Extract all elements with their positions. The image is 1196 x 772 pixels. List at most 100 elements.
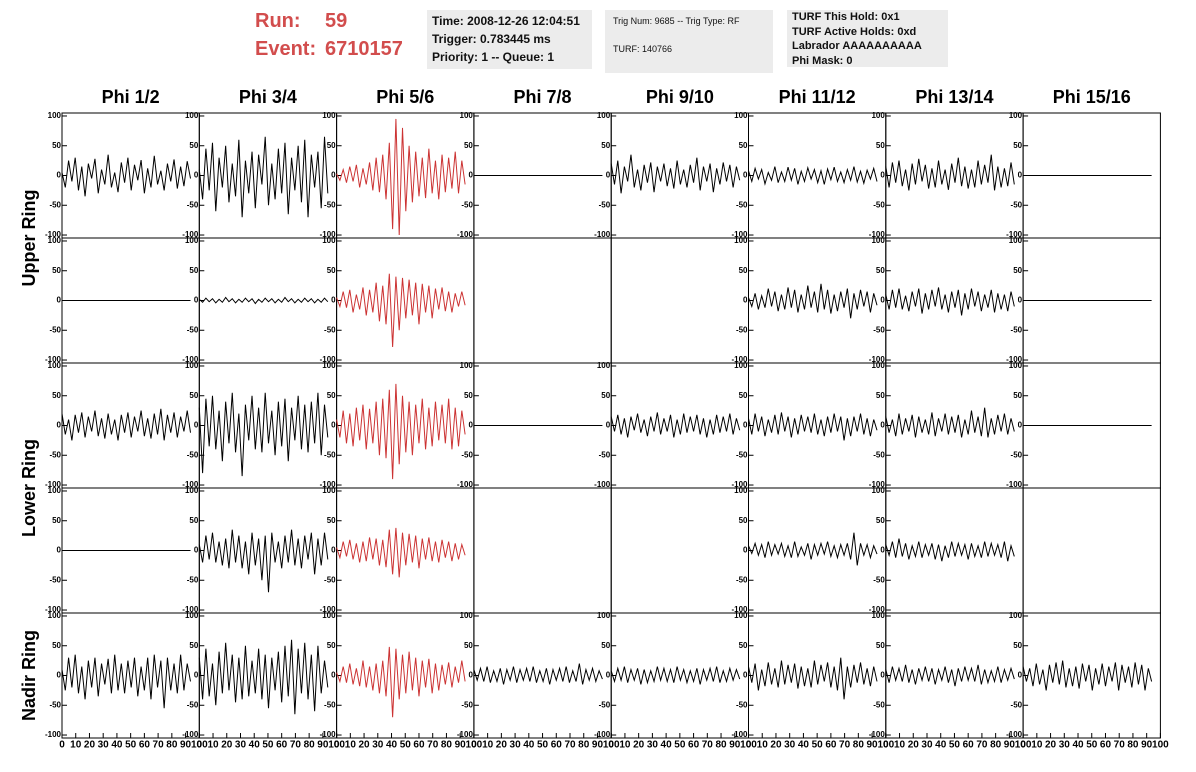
y-tick-label: -50 bbox=[873, 200, 885, 209]
y-tick-label: 100 bbox=[871, 236, 885, 245]
turf-active: TURF Active Holds: 0xd bbox=[792, 25, 917, 38]
x-tick-label: 0 bbox=[471, 740, 477, 751]
x-tick-label: 90 bbox=[455, 740, 467, 751]
y-tick-label: 100 bbox=[1009, 361, 1023, 370]
y-tick-label: 100 bbox=[597, 361, 611, 370]
x-tick-label: 80 bbox=[715, 740, 727, 751]
y-tick-label: 0 bbox=[743, 546, 748, 555]
x-tick-label: 100 bbox=[191, 740, 208, 751]
y-tick-label: 50 bbox=[876, 266, 885, 275]
x-tick-label: 50 bbox=[125, 740, 137, 751]
panel-frame bbox=[610, 237, 750, 364]
x-tick-label: 40 bbox=[111, 740, 123, 751]
y-tick-label: -50 bbox=[461, 700, 473, 709]
y-tick-label: -50 bbox=[873, 325, 885, 334]
x-tick-label: 60 bbox=[1100, 740, 1112, 751]
x-tick-label: 80 bbox=[853, 740, 865, 751]
y-tick-label: -100 bbox=[731, 230, 748, 239]
y-tick-label: 0 bbox=[606, 671, 611, 680]
y-tick-label: 50 bbox=[327, 266, 336, 275]
y-tick-label: 0 bbox=[331, 671, 336, 680]
y-tick-label: -100 bbox=[320, 230, 337, 239]
y-tick-label: -50 bbox=[324, 325, 336, 334]
y-tick-label: -50 bbox=[736, 700, 748, 709]
run-label: Run: bbox=[255, 10, 301, 32]
y-tick-label: 50 bbox=[739, 641, 748, 650]
panel-frame bbox=[336, 362, 475, 489]
turf: TURF: 140766 bbox=[613, 44, 673, 54]
y-tick-label: -50 bbox=[49, 450, 61, 459]
y-tick-label: 100 bbox=[460, 361, 474, 370]
y-tick-label: 0 bbox=[331, 171, 336, 180]
trig-box: Trig Num: 9685 -- Trig Type: RF TURF: 14… bbox=[605, 10, 773, 73]
waveform bbox=[198, 639, 329, 715]
y-tick-label: 50 bbox=[327, 141, 336, 150]
y-tick-label: -100 bbox=[1006, 355, 1023, 364]
x-tick-label: 70 bbox=[1114, 740, 1126, 751]
y-tick-label: 50 bbox=[739, 141, 748, 150]
y-tick-label: 0 bbox=[743, 421, 748, 430]
waveform bbox=[336, 646, 466, 718]
y-tick-label: 0 bbox=[57, 296, 62, 305]
waveform bbox=[748, 165, 878, 186]
waveform bbox=[748, 532, 878, 566]
x-tick-label: 10 bbox=[757, 740, 769, 751]
x-tick-label: 40 bbox=[661, 740, 673, 751]
column-header: Phi 5/6 bbox=[376, 87, 434, 107]
y-tick-label: -50 bbox=[736, 325, 748, 334]
column-header: Phi 1/2 bbox=[102, 87, 160, 107]
y-tick-label: -50 bbox=[187, 450, 199, 459]
y-tick-label: 50 bbox=[52, 641, 61, 650]
x-tick-label: 80 bbox=[990, 740, 1002, 751]
x-tick-label: 0 bbox=[334, 740, 340, 751]
y-tick-label: -100 bbox=[457, 730, 474, 739]
y-tick-label: 0 bbox=[743, 671, 748, 680]
y-tick-label: -100 bbox=[320, 355, 337, 364]
y-tick-label: 0 bbox=[57, 421, 62, 430]
phi-mask: Phi Mask: 0 bbox=[792, 54, 853, 67]
x-tick-label: 60 bbox=[688, 740, 700, 751]
y-tick-label: 100 bbox=[871, 486, 885, 495]
y-tick-label: 100 bbox=[597, 611, 611, 620]
event-label: Event: bbox=[255, 38, 317, 60]
waveform bbox=[748, 412, 878, 441]
waveform bbox=[336, 527, 466, 578]
y-tick-label: 50 bbox=[1013, 391, 1022, 400]
y-tick-label: -100 bbox=[594, 480, 611, 489]
x-tick-label: 100 bbox=[466, 740, 483, 751]
y-tick-label: -100 bbox=[320, 730, 337, 739]
y-tick-label: 50 bbox=[327, 641, 336, 650]
time-box: Time: 2008-12-26 12:04:51 Trigger: 0.783… bbox=[427, 10, 592, 69]
y-tick-label: -100 bbox=[869, 355, 886, 364]
x-tick-label: 70 bbox=[564, 740, 576, 751]
waveform bbox=[885, 154, 1015, 191]
y-tick-label: 50 bbox=[327, 391, 336, 400]
y-tick-label: 50 bbox=[189, 641, 198, 650]
x-tick-label: 20 bbox=[633, 740, 645, 751]
y-tick-label: 50 bbox=[189, 516, 198, 525]
x-tick-label: 20 bbox=[1045, 740, 1057, 751]
y-tick-label: -50 bbox=[736, 575, 748, 584]
x-tick-label: 90 bbox=[592, 740, 604, 751]
y-tick-label: 100 bbox=[460, 111, 474, 120]
y-tick-label: 100 bbox=[322, 236, 336, 245]
x-tick-label: 40 bbox=[1072, 740, 1084, 751]
y-tick-label: -100 bbox=[182, 355, 199, 364]
y-tick-label: 0 bbox=[57, 171, 62, 180]
x-tick-label: 30 bbox=[235, 740, 247, 751]
waveform bbox=[61, 154, 192, 197]
x-tick-label: 60 bbox=[276, 740, 288, 751]
y-tick-label: 50 bbox=[464, 141, 473, 150]
y-tick-label: -100 bbox=[731, 355, 748, 364]
y-tick-label: -50 bbox=[736, 450, 748, 459]
ring-label: Upper Ring bbox=[19, 190, 39, 287]
ring-label: Nadir Ring bbox=[19, 630, 39, 721]
y-tick-label: -100 bbox=[320, 480, 337, 489]
waveform bbox=[198, 136, 329, 218]
waveform bbox=[473, 663, 603, 685]
y-tick-label: 100 bbox=[871, 361, 885, 370]
y-tick-label: 50 bbox=[52, 266, 61, 275]
y-tick-label: -50 bbox=[324, 575, 336, 584]
y-tick-label: 100 bbox=[734, 486, 748, 495]
